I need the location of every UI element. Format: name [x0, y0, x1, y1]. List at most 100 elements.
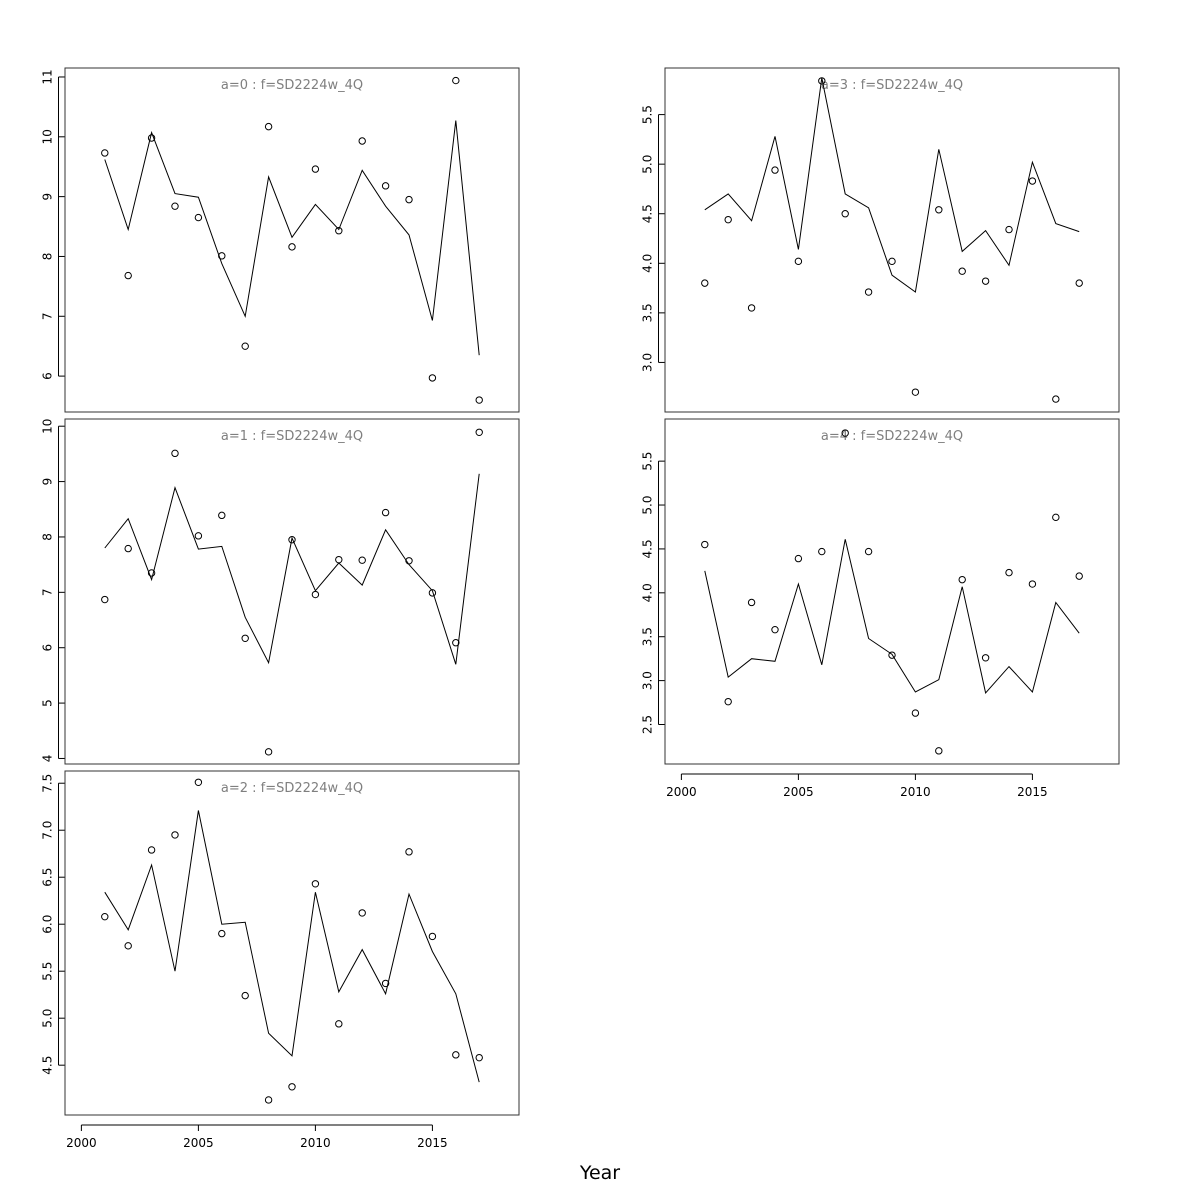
observed-point — [194, 532, 203, 540]
observed-point — [124, 942, 132, 950]
y-tick-label: 5.5 — [641, 105, 655, 124]
observed-point — [475, 1053, 483, 1062]
observed-point — [147, 846, 156, 854]
fitted-line — [704, 77, 1080, 293]
observed-point — [1075, 279, 1083, 287]
y-tick-label: 4.0 — [641, 254, 655, 273]
observed-point — [335, 555, 343, 564]
observed-point — [935, 747, 943, 755]
x-tick-label: 2005 — [183, 1136, 214, 1150]
observed-point — [1052, 513, 1060, 522]
x-tick-label: 2000 — [666, 785, 697, 799]
y-tick-label: 6 — [41, 372, 55, 380]
observed-point — [958, 575, 966, 584]
observed-point — [358, 909, 366, 917]
observed-point — [428, 374, 437, 382]
observed-point — [147, 134, 156, 142]
observed-point — [405, 195, 413, 204]
fitted-line — [104, 473, 480, 665]
y-tick-label: 7 — [41, 312, 55, 320]
panel-frame — [64, 418, 520, 765]
observed-point — [981, 277, 990, 285]
y-tick-label: 11 — [41, 69, 55, 84]
observed-point — [818, 547, 826, 556]
observed-point — [241, 991, 249, 1000]
observed-point — [724, 215, 732, 224]
x-axis-title: Year — [579, 1162, 620, 1184]
fitted-line — [104, 810, 480, 1083]
panel-2: a=2 : f=SD2224w_4Q 4.5 5.0 5.5 6.0 6.5 7.0 7.5 2… — [41, 770, 520, 1150]
y-tick-label: 5.5 — [641, 452, 655, 471]
y-tick-label: 10 — [41, 419, 55, 434]
y-tick-label: 4.5 — [641, 539, 655, 558]
y-tick-label: 9 — [41, 478, 55, 486]
observed-point — [428, 589, 437, 597]
observed-point — [101, 912, 109, 921]
observed-point — [288, 243, 296, 251]
observed-point — [264, 122, 273, 131]
panel-3: a=3 : f=SD2224w_4Q 3.0 3.5 4.0 4.5 5.0 5.5 — [641, 67, 1120, 413]
observed-point — [475, 396, 483, 404]
observed-point — [452, 639, 460, 647]
panel-0: a=0 : f=SD2224w_4Q 6 7 8 9 10 11 — [41, 67, 520, 413]
y-tick-label: 4.5 — [41, 1056, 55, 1075]
observed-point — [888, 651, 896, 659]
observed-point — [335, 1020, 343, 1028]
observed-point — [147, 569, 156, 577]
y-tick-label: 6.0 — [41, 915, 55, 934]
y-tick-label: 5.5 — [41, 962, 55, 981]
observed-point — [405, 848, 413, 856]
y-tick-label: 2.5 — [641, 715, 655, 734]
observed-point — [1005, 225, 1013, 234]
y-tick-label: 7.5 — [41, 774, 55, 793]
observed-point — [241, 634, 249, 642]
observed-point — [218, 511, 226, 520]
observed-point — [771, 166, 779, 174]
observed-point — [911, 388, 920, 396]
observed-point — [701, 279, 709, 287]
observed-point — [1052, 395, 1060, 403]
y-tick-label: 5.0 — [641, 495, 655, 514]
observed-point — [381, 979, 390, 988]
panel-title: a=4 : f=SD2224w_4Q — [821, 429, 963, 444]
panel-4: a=4 : f=SD2224w_4Q 2.5 3.0 3.5 4.0 4.5 5.0 5.5 2… — [641, 418, 1120, 799]
observed-point — [701, 540, 709, 549]
panel-frame — [64, 770, 520, 1116]
y-tick-label: 5 — [41, 699, 55, 707]
fitted-line — [704, 539, 1080, 694]
observed-point — [818, 77, 826, 85]
panel-frame — [664, 418, 1120, 765]
fitted-line — [104, 120, 480, 356]
x-tick-label: 2010 — [900, 785, 931, 799]
y-tick-label: 7 — [41, 589, 55, 597]
observed-point — [264, 1096, 273, 1104]
panel-frame — [64, 67, 520, 413]
y-tick-label: 5.0 — [641, 155, 655, 174]
observed-point — [888, 257, 896, 266]
observed-point — [381, 182, 390, 190]
observed-point — [1028, 177, 1037, 185]
y-tick-label: 8 — [41, 533, 55, 541]
observed-point — [452, 1051, 460, 1059]
observed-point — [794, 257, 803, 266]
y-tick-label: 6 — [41, 644, 55, 652]
observed-point — [194, 778, 203, 786]
observed-point — [124, 544, 132, 553]
y-tick-label: 8 — [41, 253, 55, 261]
panel-title: a=0 : f=SD2224w_4Q — [221, 78, 363, 93]
y-tick-label: 4 — [41, 755, 55, 763]
observed-point — [841, 210, 849, 218]
observed-point — [864, 288, 873, 296]
y-tick-label: 4.0 — [641, 583, 655, 602]
observed-point — [958, 267, 966, 275]
observed-point — [288, 536, 296, 544]
y-tick-label: 7.0 — [41, 821, 55, 840]
observed-point — [241, 342, 249, 350]
observed-point — [358, 137, 366, 145]
y-tick-label: 5.0 — [41, 1009, 55, 1028]
y-tick-label: 10 — [41, 129, 55, 144]
observed-point — [935, 206, 943, 214]
y-tick-label: 3.0 — [641, 671, 655, 690]
y-tick-label: 3.5 — [641, 627, 655, 646]
